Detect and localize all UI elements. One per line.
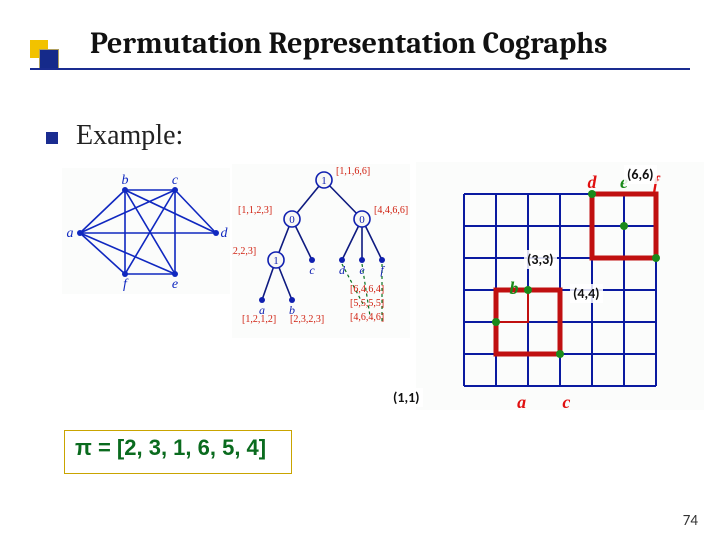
svg-text:c: c [309,263,315,277]
svg-text:e: e [172,277,178,292]
svg-text:f: f [380,263,385,277]
svg-text:c: c [172,173,179,188]
square-bullet-icon [46,132,58,144]
title-bullet-icon [30,40,56,66]
svg-text:c: c [562,392,570,410]
svg-text:b: b [510,278,519,298]
slide-title: Permutation Representation Cographs [90,26,607,61]
example-bullet: Example: [46,120,183,152]
svg-text:[4,4,6,6]: [4,4,6,6] [374,205,408,216]
permutation-text: π = [2, 3, 1, 6, 5, 4] [75,435,266,461]
svg-text:[1,1,6,6]: [1,1,6,6] [336,166,370,177]
coord-label: (6,6) [624,165,657,184]
svg-text:[1,2,2,3]: [1,2,2,3] [232,246,256,257]
svg-text:[5,5,5,5]: [5,5,5,5] [350,298,384,309]
coord-label: (4,4) [570,284,603,303]
svg-text:a: a [517,392,526,410]
svg-text:[2,3,2,3]: [2,3,2,3] [290,314,324,325]
svg-text:[1,1,2,3]: [1,1,2,3] [238,205,272,216]
grid-panel: defbac [416,162,704,410]
svg-text:d: d [588,172,598,192]
svg-text:0: 0 [359,214,365,226]
tree-panel: 1 [1,1,6,6] 0 [1,1,2,3] 0 [4,4,6,6] 1 [1,2,2,3]… [232,164,410,338]
svg-text:[6,4,6,4]: [6,4,6,4] [350,284,384,295]
svg-text:a: a [67,226,74,241]
title-underline [30,68,690,70]
permutation-box: π = [2, 3, 1, 6, 5, 4] [64,430,292,474]
svg-text:b: b [122,173,129,188]
svg-text:1: 1 [321,175,327,187]
page-number: 74 [683,512,698,530]
svg-text:d: d [339,263,346,277]
svg-text:[1,2,1,2]: [1,2,1,2] [242,314,276,325]
svg-text:0: 0 [289,214,295,226]
svg-text:f: f [123,277,129,292]
coord-label: (3,3) [524,250,557,269]
svg-text:1: 1 [273,255,279,267]
svg-text:e: e [359,263,365,277]
graph-panel: a b c d e f [62,168,230,294]
svg-text:[4,6,4,6]: [4,6,4,6] [350,312,384,323]
example-label: Example: [76,120,183,151]
coord-label: (1,1) [390,388,423,407]
svg-text:d: d [221,226,229,241]
